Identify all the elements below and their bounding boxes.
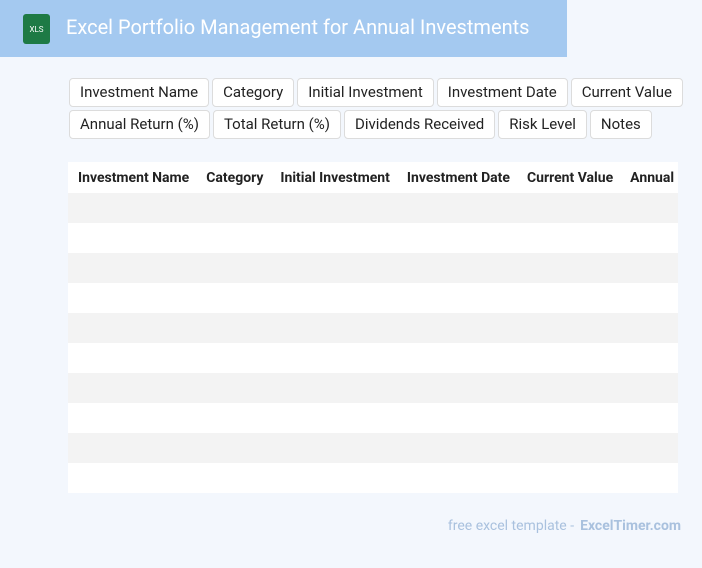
table-cell bbox=[68, 253, 197, 283]
table-cell bbox=[196, 283, 271, 313]
footer: free excel template - ExcelTimer.com bbox=[448, 518, 681, 534]
table-row bbox=[68, 373, 678, 403]
column-header: Investment Name bbox=[68, 162, 197, 193]
table-cell bbox=[396, 193, 517, 223]
field-tag[interactable]: Risk Level bbox=[498, 110, 587, 139]
field-tag[interactable]: Investment Name bbox=[69, 78, 210, 107]
data-table: Investment Name Category Initial Investmen… bbox=[68, 162, 678, 493]
field-tags: Investment Name Category Initial Investmen… bbox=[69, 78, 684, 139]
table-cell bbox=[270, 283, 397, 313]
table-cell bbox=[620, 283, 678, 313]
table-cell bbox=[196, 313, 271, 343]
table-cell bbox=[396, 223, 517, 253]
table-wrapper: Investment Name Category Initial Investmen… bbox=[68, 162, 678, 493]
column-header: Investment Date bbox=[396, 162, 517, 193]
table-cell bbox=[516, 373, 621, 403]
table-cell bbox=[620, 343, 678, 373]
table-cell bbox=[270, 343, 397, 373]
table-row bbox=[68, 433, 678, 463]
table-cell bbox=[196, 403, 271, 433]
table-cell bbox=[396, 253, 517, 283]
table-cell bbox=[68, 463, 197, 493]
table-cell bbox=[68, 433, 197, 463]
table-cell bbox=[396, 433, 517, 463]
table-row bbox=[68, 283, 678, 313]
table-cell bbox=[396, 463, 517, 493]
table-row bbox=[68, 253, 678, 283]
field-tag[interactable]: Investment Date bbox=[436, 78, 568, 107]
table-cell bbox=[620, 313, 678, 343]
column-header: Annual Return (%) bbox=[620, 162, 678, 193]
table-body bbox=[68, 193, 678, 493]
table-row bbox=[68, 313, 678, 343]
table-cell bbox=[396, 283, 517, 313]
table-cell bbox=[620, 433, 678, 463]
table-cell bbox=[516, 283, 621, 313]
header: XLS Excel Portfolio Management for Annua… bbox=[0, 0, 567, 57]
table-cell bbox=[68, 403, 197, 433]
footer-site[interactable]: ExcelTimer.com bbox=[580, 518, 681, 534]
table-cell bbox=[68, 283, 197, 313]
table-cell bbox=[620, 193, 678, 223]
table-cell bbox=[620, 373, 678, 403]
field-tag[interactable]: Current Value bbox=[570, 78, 683, 107]
table-cell bbox=[196, 223, 271, 253]
footer-text: free excel template - bbox=[447, 518, 575, 534]
table-cell bbox=[620, 223, 678, 253]
table-cell bbox=[396, 313, 517, 343]
table-cell bbox=[270, 373, 397, 403]
table-cell bbox=[516, 433, 621, 463]
field-tag[interactable]: Notes bbox=[589, 110, 652, 139]
field-tag[interactable]: Category bbox=[212, 78, 295, 107]
table-cell bbox=[516, 193, 621, 223]
field-tag[interactable]: Initial Investment bbox=[297, 78, 434, 107]
table-cell bbox=[516, 463, 621, 493]
table-cell bbox=[516, 403, 621, 433]
table-cell bbox=[270, 223, 397, 253]
table-cell bbox=[396, 403, 517, 433]
table-row bbox=[68, 403, 678, 433]
table-cell bbox=[516, 343, 621, 373]
table-cell bbox=[620, 253, 678, 283]
table-row bbox=[68, 343, 678, 373]
table-cell bbox=[516, 223, 621, 253]
table-cell bbox=[196, 193, 271, 223]
table-cell bbox=[270, 403, 397, 433]
table-cell bbox=[396, 373, 517, 403]
column-header: Category bbox=[196, 162, 271, 193]
table-row bbox=[68, 463, 678, 493]
table-cell bbox=[68, 223, 197, 253]
table-cell bbox=[396, 343, 517, 373]
table-cell bbox=[270, 193, 397, 223]
table-cell bbox=[270, 313, 397, 343]
table-cell bbox=[68, 343, 197, 373]
field-tag[interactable]: Total Return (%) bbox=[212, 110, 341, 139]
table-cell bbox=[620, 403, 678, 433]
table-cell bbox=[196, 433, 271, 463]
header-row: Investment Name Category Initial Investmen… bbox=[68, 162, 678, 193]
table-cell bbox=[196, 253, 271, 283]
table-cell bbox=[196, 463, 271, 493]
table-cell bbox=[270, 253, 397, 283]
table-cell bbox=[68, 193, 197, 223]
field-tag[interactable]: Annual Return (%) bbox=[69, 110, 210, 139]
table-cell bbox=[68, 373, 197, 403]
table-row bbox=[68, 193, 678, 223]
table-cell bbox=[68, 313, 197, 343]
table-cell bbox=[620, 463, 678, 493]
table-cell bbox=[516, 313, 621, 343]
page-title: Excel Portfolio Management for Annual In… bbox=[66, 15, 530, 39]
table-cell bbox=[270, 433, 397, 463]
table-row bbox=[68, 223, 678, 253]
file-icon: XLS bbox=[23, 14, 50, 44]
column-header: Current Value bbox=[516, 162, 621, 193]
table-cell bbox=[196, 373, 271, 403]
table-cell bbox=[196, 343, 271, 373]
column-header: Initial Investment bbox=[270, 162, 397, 193]
field-tag[interactable]: Dividends Received bbox=[343, 110, 496, 139]
table-cell bbox=[516, 253, 621, 283]
table-cell bbox=[270, 463, 397, 493]
